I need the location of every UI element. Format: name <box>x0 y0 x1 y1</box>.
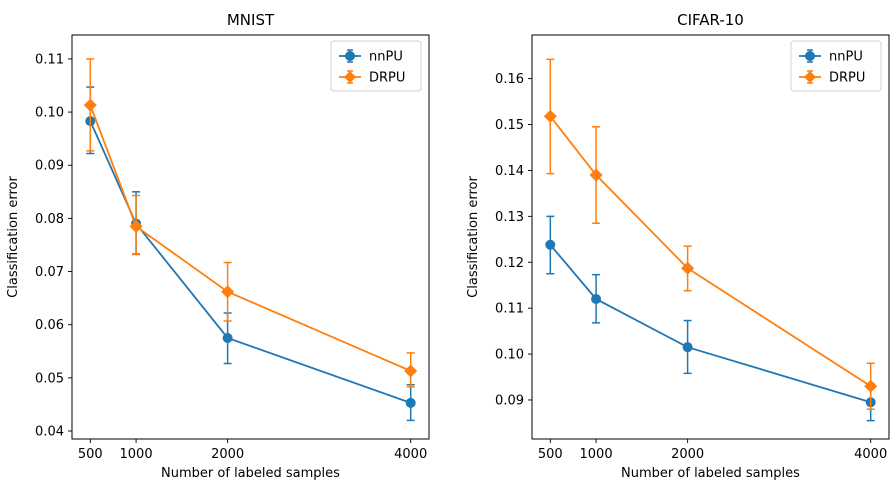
y-tick-label: 0.07 <box>35 265 64 280</box>
y-tick-label: 0.12 <box>495 256 524 271</box>
data-point <box>545 239 556 250</box>
legend-label: DRPU <box>369 71 405 86</box>
y-tick-label: 0.05 <box>35 371 64 386</box>
series-drpu <box>543 58 878 410</box>
data-point <box>543 109 557 123</box>
plot-frame <box>531 34 890 440</box>
legend: nnPU DRPU <box>330 40 422 92</box>
series-nnpu <box>545 215 876 422</box>
series-drpu <box>83 58 418 388</box>
y-tick-label: 0.04 <box>35 425 64 440</box>
chart-title: MNIST <box>227 11 275 29</box>
y-tick-label: 0.08 <box>35 212 64 227</box>
data-point <box>222 333 233 343</box>
data-point <box>221 285 235 299</box>
panel-mnist: MNIST 500 1000 2000 4000 0.04 0.05 0.06 0.07 0.08… <box>6 11 430 481</box>
data-point <box>129 219 143 233</box>
y-tick-label: 0.09 <box>495 393 524 408</box>
data-point <box>405 397 416 408</box>
y-tick-label: 0.16 <box>495 72 524 87</box>
x-tick-label: 2000 <box>671 447 704 462</box>
x-tick-label: 500 <box>78 447 103 462</box>
x-tick-label: 500 <box>538 447 563 462</box>
data-point <box>864 379 878 393</box>
y-tick-label: 0.06 <box>35 318 64 333</box>
x-axis-label: Number of labeled samples <box>161 466 340 481</box>
series-line <box>89 104 412 372</box>
legend-marker <box>805 51 815 61</box>
x-tick-label: 4000 <box>854 447 887 462</box>
y-tick-label: 0.11 <box>495 302 524 317</box>
x-tick-label: 1000 <box>580 447 613 462</box>
series-line <box>549 115 872 387</box>
y-axis-label: Classification error <box>466 176 481 298</box>
series-nnpu <box>85 86 416 422</box>
legend-label: DRPU <box>829 71 865 86</box>
panel-cifar10: CIFAR-10 500 1000 2000 4000 0.09 0.10 0.11 0.12 0… <box>466 11 890 481</box>
data-point <box>681 261 695 275</box>
x-tick-label: 1000 <box>120 447 153 462</box>
legend-marker <box>345 51 355 61</box>
y-tick-label: 0.10 <box>35 106 64 121</box>
y-axis-label: Classification error <box>6 176 21 298</box>
data-point <box>404 364 418 378</box>
y-tick-label: 0.15 <box>495 118 524 133</box>
data-point <box>591 293 602 304</box>
legend: nnPU DRPU <box>790 40 882 92</box>
series-line <box>549 244 871 404</box>
legend-label: nnPU <box>829 50 863 65</box>
x-axis-label: Number of labeled samples <box>621 466 800 481</box>
series-line <box>89 120 411 404</box>
x-tick-label: 4000 <box>394 447 427 462</box>
y-tick-label: 0.11 <box>35 52 64 67</box>
legend-label: nnPU <box>369 50 403 65</box>
y-tick-label: 0.10 <box>495 348 524 363</box>
data-point <box>682 342 693 353</box>
chart-title: CIFAR-10 <box>677 11 744 29</box>
x-tick-label: 2000 <box>211 447 244 462</box>
plot-frame <box>71 34 430 440</box>
data-point <box>83 98 97 112</box>
legend-marker <box>804 71 816 83</box>
y-tick-label: 0.09 <box>35 159 64 174</box>
legend-marker <box>344 71 356 83</box>
data-point <box>589 168 603 182</box>
y-tick-label: 0.14 <box>495 164 524 179</box>
y-tick-label: 0.13 <box>495 210 524 225</box>
